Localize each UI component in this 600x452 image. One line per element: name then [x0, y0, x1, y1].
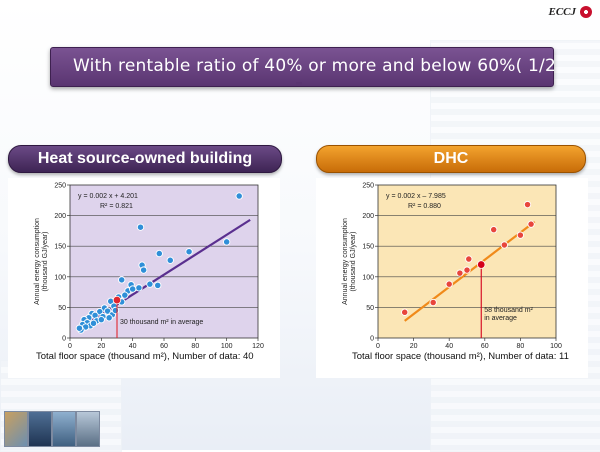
r-squared-label: R² = 0.880	[408, 203, 441, 210]
data-point	[223, 238, 231, 246]
scatter-plot-heat-source-owned: 0 50 100 150 200 250 0 20 40 60 80 100 120 Annual ene…	[34, 183, 264, 351]
data-point	[111, 306, 120, 315]
chart-heat-source-owned: 0 50 100 150 200 250 0 20 40 60 80 100 120 Annual ene…	[8, 178, 280, 378]
logo-text: ECCJ	[548, 6, 576, 18]
y-axis-label: Annual energy consumption(thousand GJ/ye…	[34, 218, 49, 305]
data-point	[523, 200, 532, 209]
x-tick-label: 60	[481, 343, 489, 350]
data-point	[121, 291, 129, 299]
data-point	[445, 280, 453, 288]
y-tick-label: 50	[366, 305, 374, 312]
slide-title: With rentable ratio of 40% or more and b…	[73, 56, 556, 76]
regression-equation: y = 0.002 x – 7.985	[386, 193, 446, 200]
thumbnail-tower-icon	[52, 411, 76, 447]
data-point	[105, 314, 113, 322]
data-point	[154, 281, 162, 290]
slide-title-bar: With rentable ratio of 40% or more and b…	[50, 47, 556, 87]
x-axis-label-heat-source-owned: Total floor space (thousand m²), Number …	[36, 351, 254, 362]
data-point	[516, 231, 525, 239]
data-point	[235, 192, 243, 200]
title-bar-tail	[296, 82, 302, 86]
y-tick-label: 100	[362, 274, 374, 281]
average-point	[112, 295, 122, 305]
average-label: 30 thousand m² in average	[120, 319, 203, 326]
y-axis-label-line: (thousand GJ/year)	[42, 232, 49, 292]
y-tick-label: 0	[62, 336, 66, 343]
y-tick-label: 50	[58, 305, 66, 312]
data-point	[89, 319, 98, 327]
data-point	[155, 249, 163, 258]
data-point	[103, 307, 112, 315]
y-tick-label: 200	[54, 213, 66, 220]
x-tick-label: 120	[252, 343, 264, 350]
x-tick-label: 0	[68, 343, 72, 350]
data-point	[75, 324, 84, 332]
chart-dhc: 0 50 100 150 200 250 0 20 40 60 80 100 Annual energy…	[316, 178, 588, 378]
data-point	[139, 266, 148, 274]
banner-heat-source-owned: Heat source-owned building	[8, 145, 282, 173]
x-tick-label: 100	[550, 343, 562, 350]
data-point	[166, 256, 174, 264]
x-tick-label: 20	[410, 343, 418, 350]
data-point	[527, 220, 535, 228]
y-tick-label: 250	[54, 183, 66, 190]
data-point	[456, 269, 464, 277]
thumbnail-city-icon	[76, 411, 100, 447]
eccj-logo: ECCJ	[548, 6, 592, 18]
x-tick-label: 20	[97, 343, 105, 350]
thumbnail-office-icon	[4, 411, 28, 447]
data-point	[135, 284, 143, 292]
average-label-line: in average	[484, 315, 517, 322]
data-point	[185, 248, 193, 256]
data-point	[401, 308, 409, 316]
y-tick-label: 250	[362, 183, 374, 190]
y-axis-label: Annual energy consumption(thousand GJ/ye…	[342, 218, 357, 305]
x-tick-label: 80	[191, 343, 199, 350]
y-tick-label: 0	[370, 336, 374, 343]
y-tick-label: 200	[362, 213, 374, 220]
data-point	[136, 223, 145, 231]
y-axis-label-line: (thousand GJ/year)	[350, 232, 357, 292]
data-point	[118, 276, 126, 284]
banner-dhc: DHC	[316, 145, 586, 173]
data-point	[465, 255, 473, 263]
y-axis-label-line: Annual energy consumption	[342, 218, 349, 305]
x-tick-label: 60	[160, 343, 168, 350]
y-tick-label: 150	[362, 244, 374, 251]
data-point	[490, 226, 498, 234]
x-tick-label: 40	[445, 343, 453, 350]
r-squared-label: R² = 0.821	[100, 203, 133, 210]
x-axis-label-dhc: Total floor space (thousand m²), Number …	[352, 351, 569, 362]
scatter-plot-dhc: 0 50 100 150 200 250 0 20 40 60 80 100 Annual energy…	[342, 183, 562, 351]
data-point	[129, 285, 137, 293]
logo-mark-icon	[580, 6, 592, 18]
average-label-line: 58 thousand m²	[484, 307, 533, 314]
data-point	[463, 266, 471, 274]
y-tick-label: 100	[54, 274, 66, 281]
data-point	[500, 241, 509, 249]
x-tick-label: 80	[517, 343, 525, 350]
regression-equation: y = 0.002 x + 4.201	[78, 193, 138, 200]
y-axis-label-line: Annual energy consumption	[34, 218, 41, 305]
data-point	[97, 315, 105, 324]
average-point	[477, 260, 486, 269]
y-tick-label: 150	[54, 244, 66, 251]
x-tick-label: 100	[221, 343, 233, 350]
data-point	[429, 298, 437, 307]
thumbnail-building-icon	[28, 411, 52, 447]
x-tick-label: 40	[129, 343, 137, 350]
x-tick-label: 0	[376, 343, 380, 350]
data-point	[146, 280, 154, 288]
